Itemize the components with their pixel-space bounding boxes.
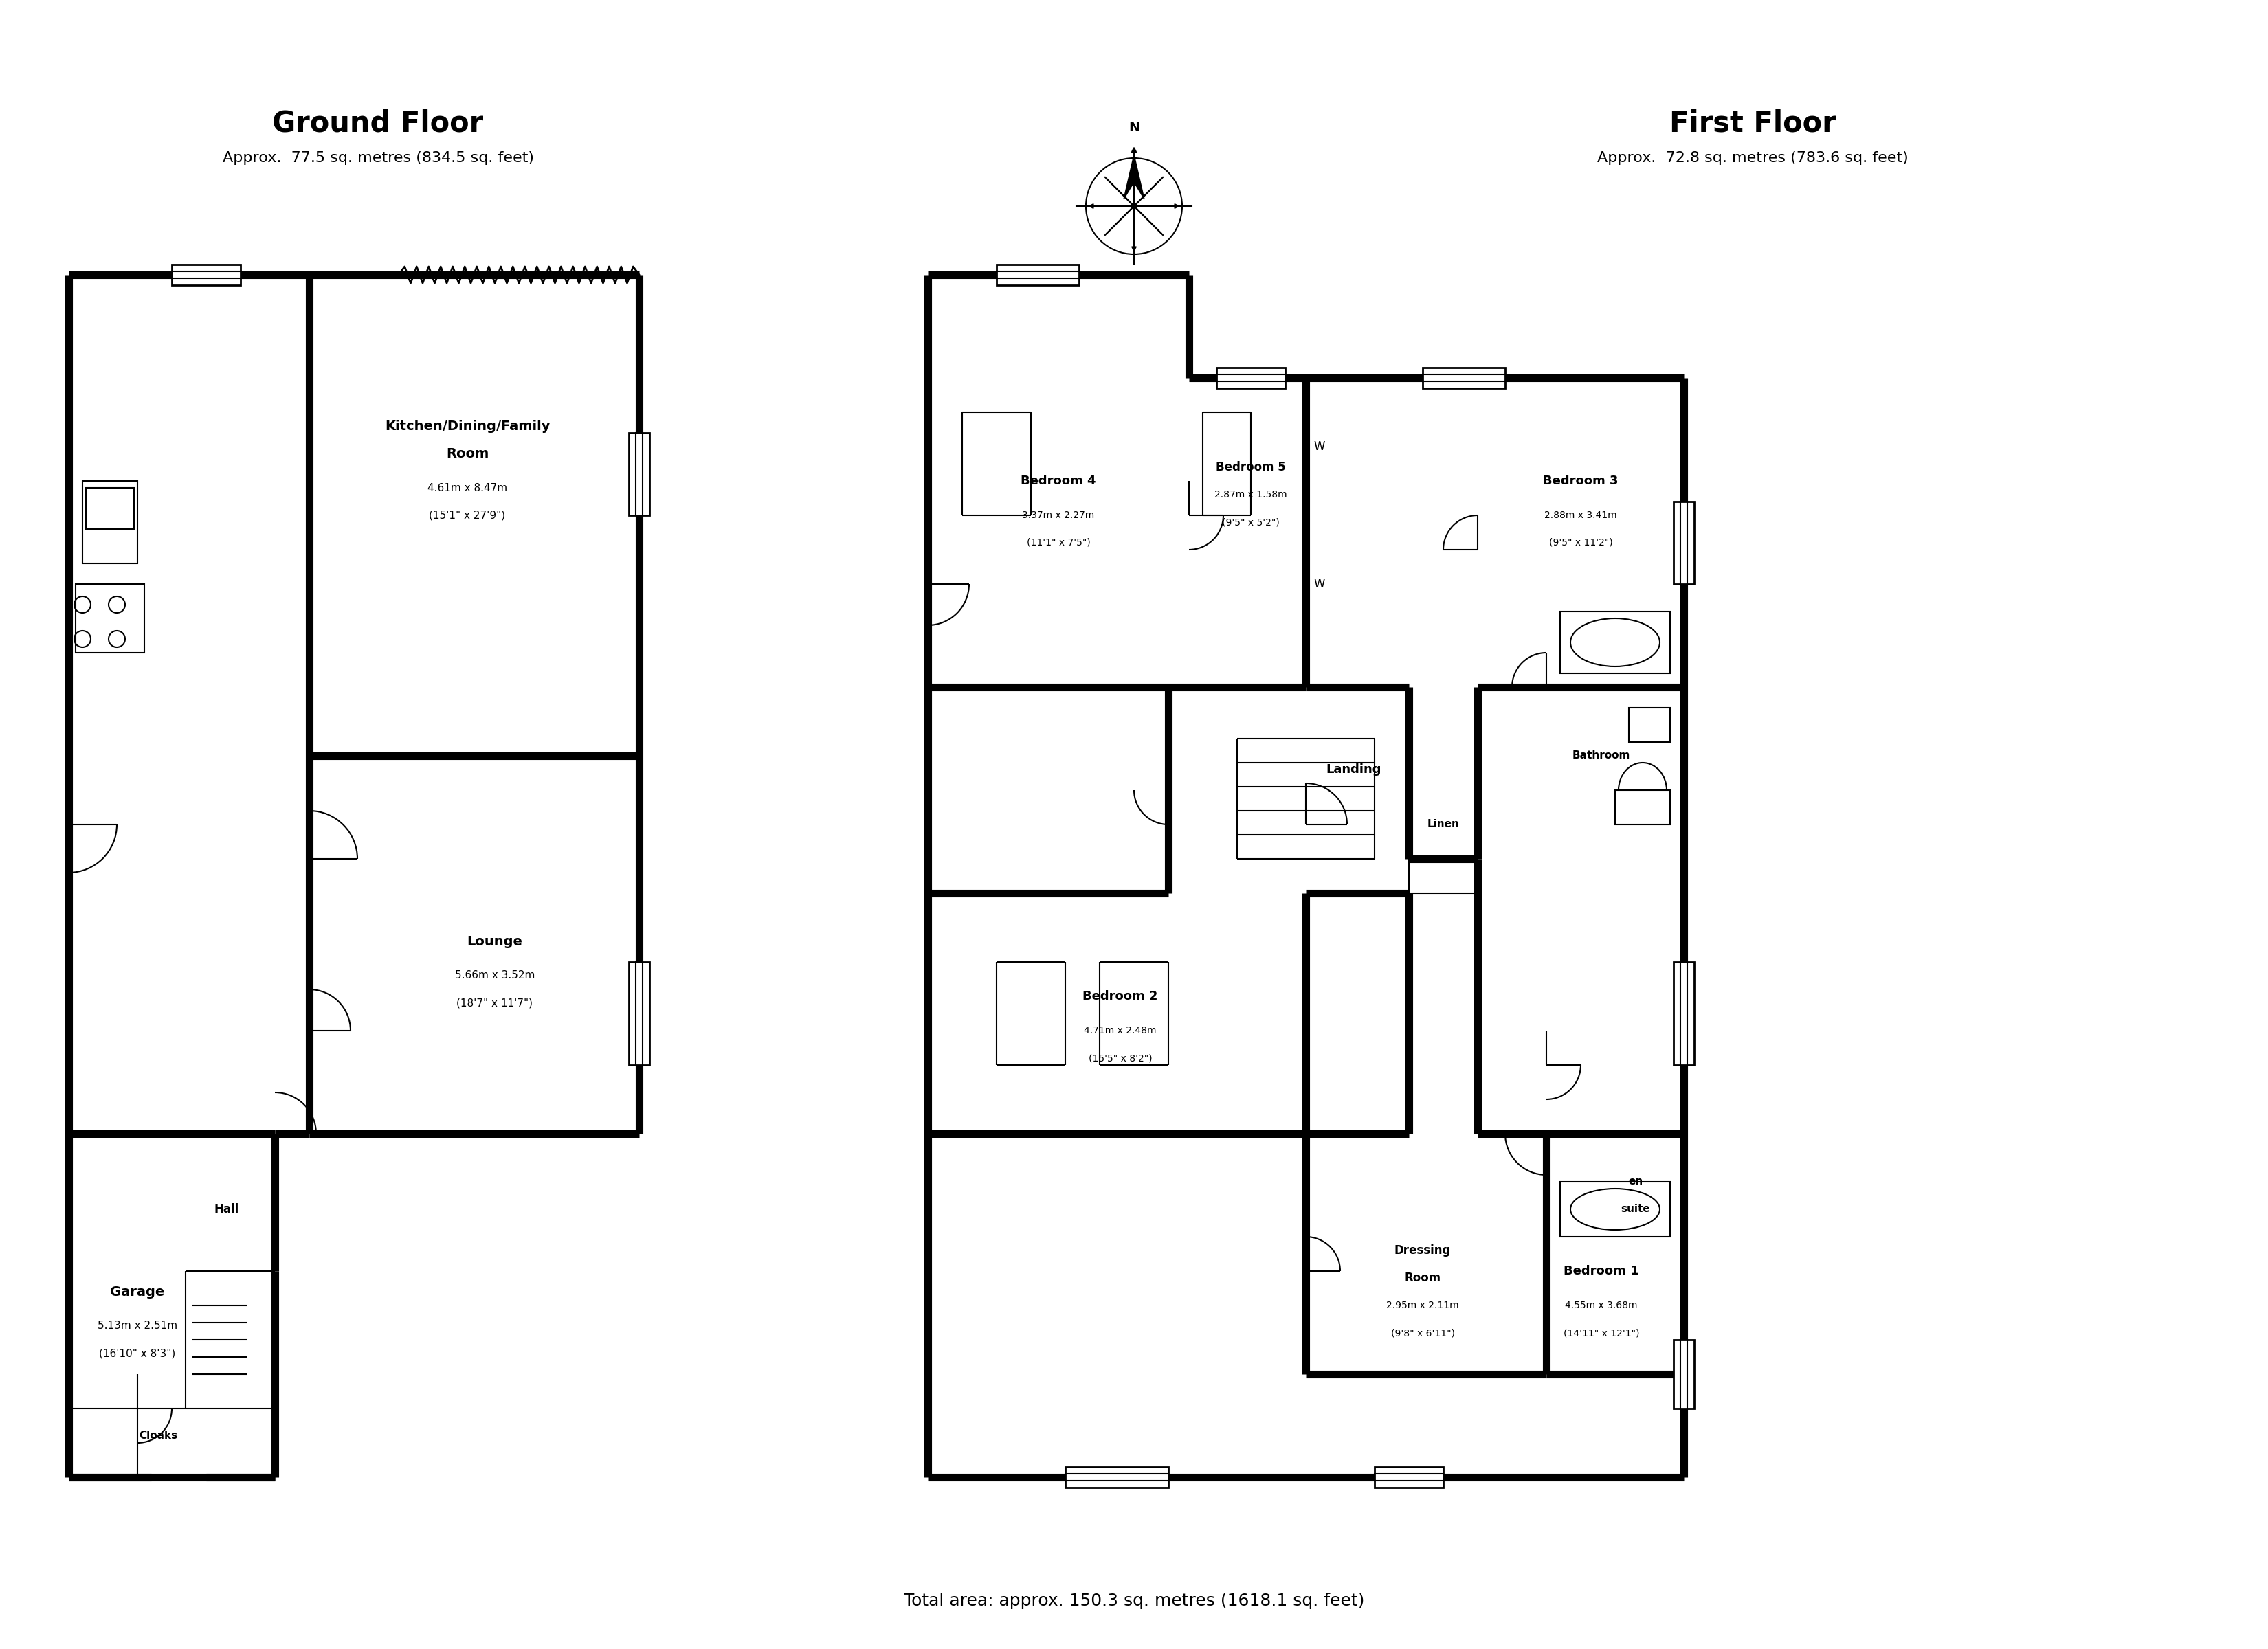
Text: 3.37m x 2.27m: 3.37m x 2.27m — [1023, 511, 1095, 519]
Bar — [82, 482, 138, 564]
Text: W: W — [1313, 440, 1325, 453]
Text: Landing: Landing — [1327, 763, 1381, 775]
Bar — [1374, 1468, 1442, 1487]
Text: 4.61m x 8.47m: 4.61m x 8.47m — [426, 483, 508, 493]
Text: Bedroom 4: Bedroom 4 — [1021, 475, 1095, 486]
Text: Lounge: Lounge — [467, 935, 522, 948]
Text: Total area: approx. 150.3 sq. metres (1618.1 sq. feet): Total area: approx. 150.3 sq. metres (16… — [903, 1593, 1365, 1609]
Text: 5.66m x 3.52m: 5.66m x 3.52m — [456, 971, 535, 981]
Bar — [1628, 707, 1669, 742]
Text: (9'5" x 11'2"): (9'5" x 11'2") — [1549, 538, 1613, 547]
Bar — [86, 488, 134, 529]
Bar — [172, 264, 240, 285]
Text: Ground Floor: Ground Floor — [272, 109, 483, 139]
Bar — [1216, 368, 1286, 388]
Text: First Floor: First Floor — [1669, 109, 1835, 139]
Bar — [1560, 612, 1669, 673]
Text: Bathroom: Bathroom — [1572, 750, 1631, 760]
Text: (11'1" x 7'5"): (11'1" x 7'5") — [1027, 538, 1091, 547]
Text: (15'1" x 27'9"): (15'1" x 27'9") — [429, 510, 506, 521]
Text: en: en — [1628, 1177, 1642, 1187]
Text: Hall: Hall — [215, 1204, 238, 1215]
Bar — [1674, 1339, 1694, 1408]
Bar — [1615, 790, 1669, 824]
Text: Bedroom 5: Bedroom 5 — [1216, 462, 1286, 473]
Text: Bedroom 2: Bedroom 2 — [1082, 989, 1159, 1003]
Text: Room: Room — [447, 447, 488, 460]
Text: Dressing: Dressing — [1395, 1245, 1452, 1257]
Text: Bedroom 3: Bedroom 3 — [1542, 475, 1619, 486]
Text: (15'5" x 8'2"): (15'5" x 8'2") — [1089, 1054, 1152, 1064]
Text: 4.71m x 2.48m: 4.71m x 2.48m — [1084, 1026, 1157, 1036]
Text: Approx.  72.8 sq. metres (783.6 sq. feet): Approx. 72.8 sq. metres (783.6 sq. feet) — [1597, 152, 1907, 165]
Text: Linen: Linen — [1427, 820, 1458, 829]
Text: (9'8" x 6'11"): (9'8" x 6'11") — [1390, 1327, 1454, 1337]
Text: 5.13m x 2.51m: 5.13m x 2.51m — [98, 1321, 177, 1331]
Bar — [1674, 961, 1694, 1065]
Bar — [1560, 1182, 1669, 1237]
Text: Kitchen/Dining/Family: Kitchen/Dining/Family — [386, 419, 549, 432]
Polygon shape — [1123, 155, 1145, 200]
Text: Garage: Garage — [111, 1285, 166, 1298]
Bar — [1422, 368, 1506, 388]
Bar — [1674, 501, 1694, 584]
Text: 4.55m x 3.68m: 4.55m x 3.68m — [1565, 1301, 1637, 1311]
Text: 2.87m x 1.58m: 2.87m x 1.58m — [1216, 490, 1288, 500]
Bar — [1066, 1468, 1168, 1487]
Text: (16'10" x 8'3"): (16'10" x 8'3") — [100, 1349, 175, 1359]
Text: Room: Room — [1404, 1271, 1440, 1285]
Text: W: W — [1313, 577, 1325, 590]
Text: suite: suite — [1622, 1204, 1651, 1214]
Text: Cloaks: Cloaks — [138, 1431, 177, 1441]
Text: 2.95m x 2.11m: 2.95m x 2.11m — [1386, 1301, 1458, 1311]
Bar — [996, 264, 1080, 285]
Text: (14'11" x 12'1"): (14'11" x 12'1") — [1563, 1327, 1640, 1337]
Text: 2.88m x 3.41m: 2.88m x 3.41m — [1545, 511, 1617, 519]
Bar — [628, 432, 649, 514]
Text: Approx.  77.5 sq. metres (834.5 sq. feet): Approx. 77.5 sq. metres (834.5 sq. feet) — [222, 152, 533, 165]
Text: N: N — [1129, 120, 1139, 134]
Bar — [75, 584, 145, 653]
Text: (18'7" x 11'7"): (18'7" x 11'7") — [456, 998, 533, 1008]
Bar — [628, 961, 649, 1065]
Text: Bedroom 1: Bedroom 1 — [1563, 1265, 1640, 1278]
Text: (9'5" x 5'2"): (9'5" x 5'2") — [1222, 518, 1279, 528]
